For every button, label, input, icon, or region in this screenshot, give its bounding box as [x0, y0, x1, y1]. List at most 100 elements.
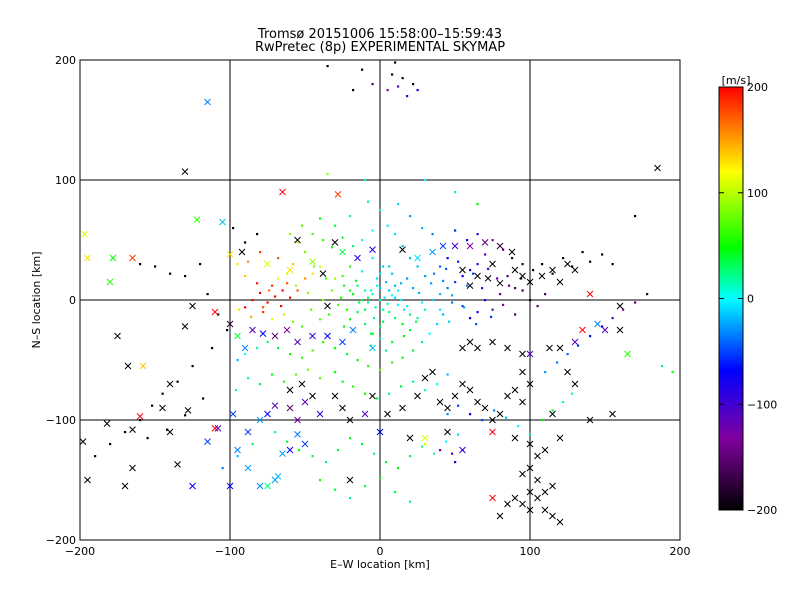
data-dot [386, 224, 389, 227]
data-dot [581, 251, 584, 254]
data-cross [339, 248, 346, 256]
data-cross [399, 246, 406, 253]
data-dot [361, 443, 364, 446]
chart-title: Tromsø 20151006 15:58:00–15:59:43 [257, 27, 502, 42]
data-cross [484, 275, 492, 282]
data-dot [481, 287, 484, 290]
data-dot [374, 306, 377, 309]
data-cross [526, 464, 534, 472]
data-dot [277, 277, 280, 280]
data-dot [487, 267, 490, 270]
data-dot [325, 461, 328, 464]
data-dot [400, 299, 403, 302]
data-cross [271, 402, 279, 409]
data-dot [439, 449, 442, 452]
data-dot [161, 392, 164, 395]
data-cross [249, 326, 256, 334]
data-cross [526, 278, 534, 286]
data-cross [324, 302, 331, 310]
data-dot [334, 224, 337, 227]
data-dot [391, 272, 394, 275]
data-cross [294, 431, 301, 438]
data-dot [367, 296, 370, 299]
data-dot [256, 282, 259, 285]
data-dot [418, 291, 421, 294]
chart-subtitle: RwPretec (8p) EXPERIMENTAL SKYMAP [255, 40, 505, 55]
data-dot [184, 275, 187, 278]
data-dot [292, 320, 295, 323]
data-cross [526, 350, 534, 358]
data-cross [189, 482, 196, 490]
data-dot [448, 320, 451, 323]
data-dot [262, 311, 265, 314]
data-cross [534, 494, 541, 502]
data-dot [421, 301, 424, 304]
data-dot [517, 425, 520, 428]
data-dot [446, 287, 449, 290]
data-dot [457, 433, 460, 436]
data-dot [250, 315, 253, 318]
data-cross [489, 494, 496, 502]
data-cross [286, 404, 294, 412]
y-tick-label: 0 [69, 294, 76, 307]
data-dot [544, 293, 547, 296]
x-tick-label: 100 [520, 545, 541, 558]
data-cross [384, 410, 391, 418]
data-cross [211, 425, 219, 432]
data-dot [400, 385, 403, 388]
colorbar-tick-label: −200 [747, 504, 777, 517]
data-dot [394, 284, 397, 287]
data-dot [226, 329, 229, 332]
data-cross [541, 446, 549, 454]
data-dot [331, 246, 334, 249]
data-cross [451, 242, 459, 250]
data-dot [439, 265, 442, 268]
data-dot [476, 263, 479, 266]
data-dot [262, 306, 265, 309]
data-cross [301, 398, 309, 406]
data-dot [322, 239, 325, 242]
data-cross [271, 332, 279, 340]
data-dot [341, 275, 344, 278]
data-dot [349, 215, 352, 218]
data-dot [280, 305, 283, 308]
data-dot [508, 284, 511, 287]
data-dot [319, 265, 322, 268]
data-dot [544, 371, 547, 374]
data-dot [283, 380, 286, 383]
data-dot [383, 296, 386, 299]
data-dot [445, 440, 448, 443]
data-cross [349, 326, 357, 334]
data-dot [310, 308, 313, 311]
data-dot [358, 301, 361, 304]
data-dot [562, 401, 565, 404]
data-cross [556, 278, 564, 286]
data-dot [139, 263, 142, 266]
data-cross [511, 266, 519, 274]
data-cross [538, 272, 546, 280]
data-cross [508, 248, 516, 256]
data-dot [401, 356, 404, 359]
data-cross [624, 350, 631, 358]
data-dot [191, 365, 194, 368]
data-cross [174, 461, 181, 468]
data-dot [325, 277, 328, 280]
data-dot [361, 68, 364, 71]
data-dot [304, 251, 307, 254]
data-cross [294, 416, 301, 424]
data-dot [289, 296, 292, 299]
data-cross [429, 248, 436, 256]
data-dot [238, 308, 241, 311]
data-dot [311, 233, 314, 236]
data-dot [361, 299, 364, 302]
data-dot [376, 397, 379, 400]
data-cross [114, 332, 121, 340]
data-cross [534, 476, 541, 484]
data-dot [412, 83, 415, 86]
data-dot [382, 320, 385, 323]
data-cross [414, 254, 421, 262]
y-tick-label: −200 [46, 534, 76, 547]
data-dot [451, 294, 454, 297]
data-dot [319, 318, 322, 321]
data-dot [256, 233, 259, 236]
